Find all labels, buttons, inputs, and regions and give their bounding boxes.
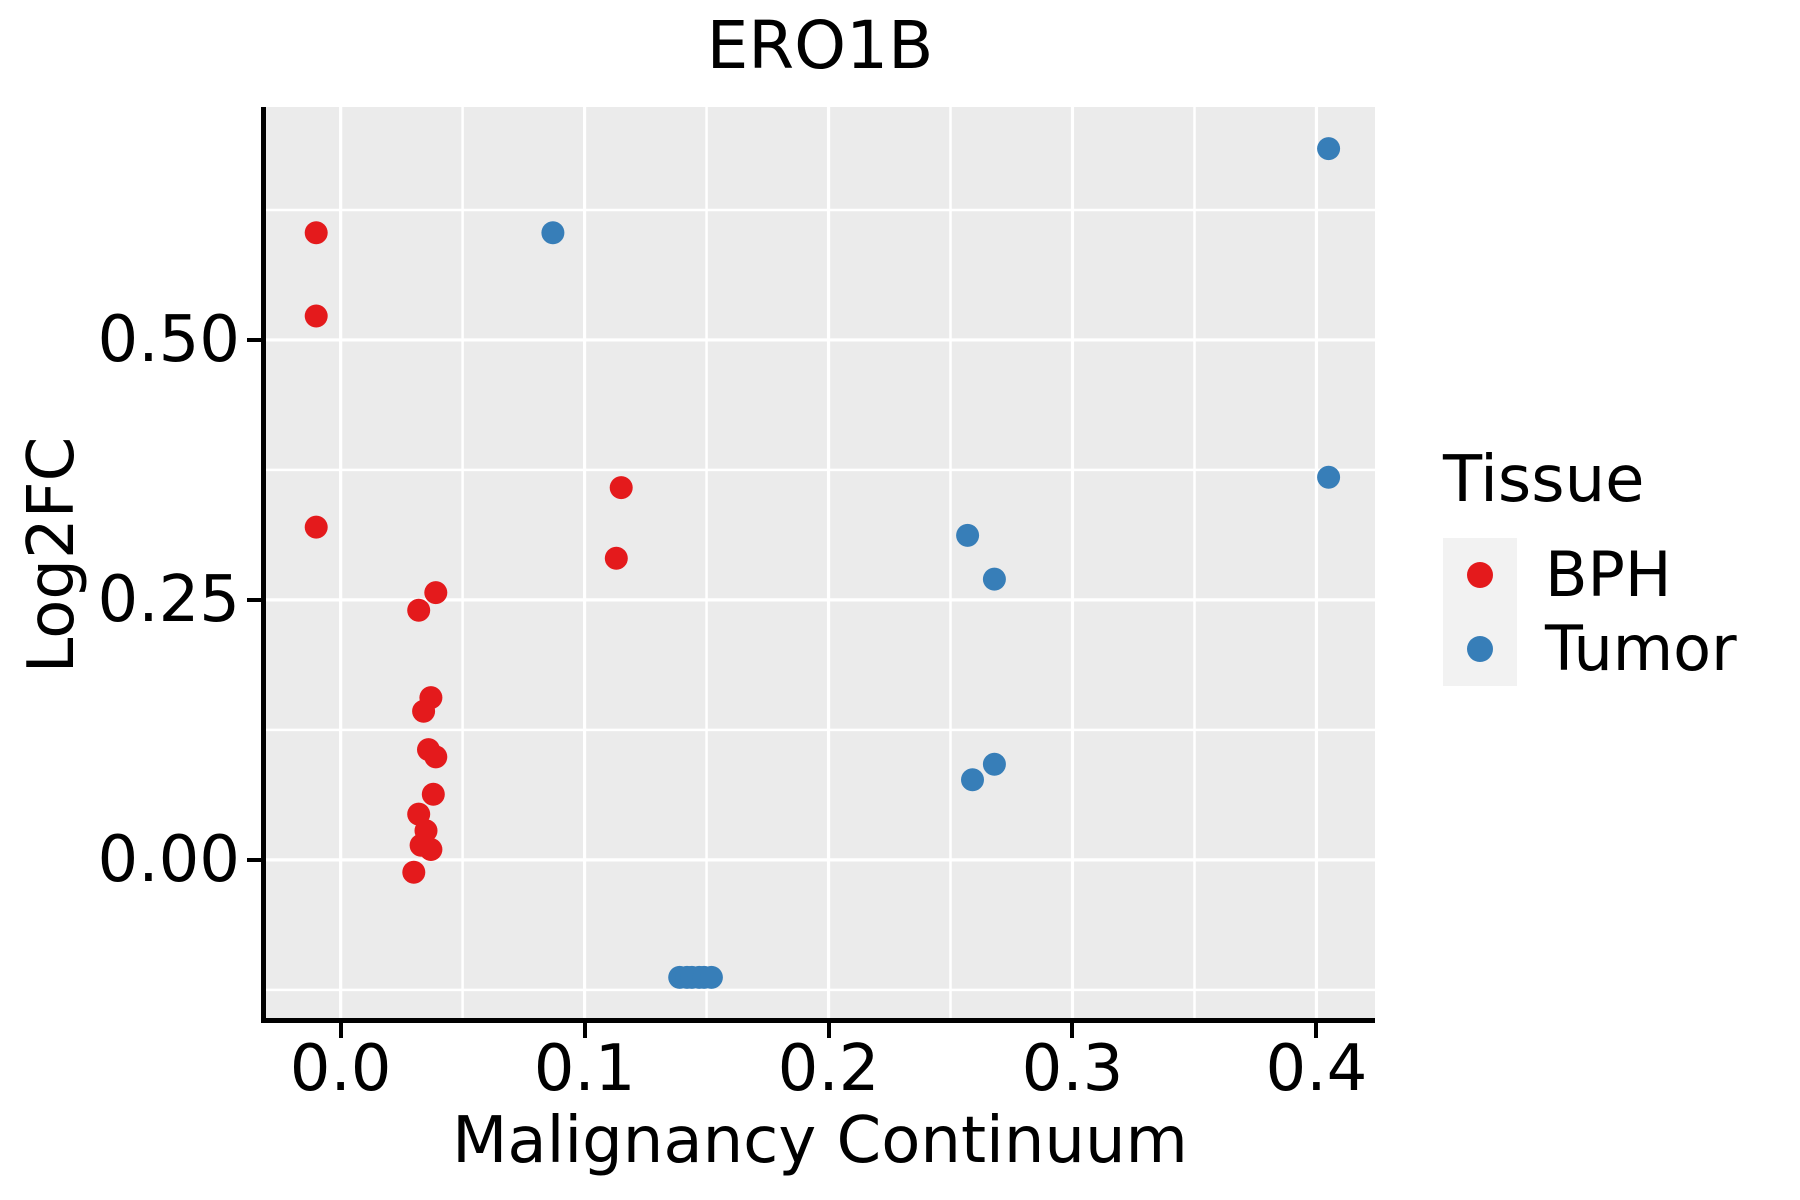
data-point-tumor: [956, 523, 980, 547]
data-point-tumor: [699, 965, 723, 989]
data-point-tumor: [1317, 137, 1341, 161]
legend-title: Tissue: [1443, 443, 1645, 517]
legend: Tissue BPH Tumor: [1443, 448, 1773, 686]
data-point-bph: [421, 782, 445, 806]
legend-dot-icon: [1467, 636, 1493, 662]
legend-entries: BPH Tumor: [1443, 538, 1773, 686]
y-tick-label: 0.00: [97, 822, 241, 897]
x-tick-label: 0.1: [533, 1032, 636, 1106]
y-tick: [247, 597, 262, 602]
panel-background: [265, 107, 1375, 1020]
data-point-tumor: [961, 768, 984, 792]
plot-title: ERO1B: [706, 7, 934, 84]
data-point-tumor: [982, 752, 1006, 776]
legend-entry-tumor: Tumor: [1443, 612, 1773, 686]
y-tick-label: 0.25: [97, 562, 241, 637]
data-point-bph: [304, 221, 328, 245]
x-axis-line: [261, 1018, 1375, 1023]
data-point-bph: [412, 699, 436, 723]
data-point-bph: [604, 546, 628, 570]
x-tick: [1070, 1023, 1075, 1038]
scatter-plot-canvas: [265, 107, 1375, 1020]
y-tick: [247, 337, 262, 342]
legend-entry-bph: BPH: [1443, 538, 1773, 612]
data-point-bph: [304, 515, 328, 539]
y-tick-label: 0.50: [97, 302, 241, 377]
legend-label: BPH: [1545, 538, 1672, 611]
legend-dot-icon: [1467, 562, 1493, 588]
x-tick-label: 0.3: [1021, 1032, 1124, 1106]
legend-key: [1443, 612, 1517, 686]
data-point-bph: [407, 598, 431, 622]
y-tick: [247, 857, 262, 862]
data-point-bph: [402, 860, 426, 884]
legend-key: [1443, 538, 1517, 612]
x-tick: [582, 1023, 587, 1038]
legend-label: Tumor: [1545, 612, 1737, 685]
plot-panel: [265, 107, 1375, 1020]
y-axis-title: Log2FC: [15, 436, 89, 674]
data-point-bph: [304, 304, 328, 328]
y-axis-line: [261, 107, 266, 1023]
data-point-tumor: [1317, 465, 1341, 489]
data-point-bph: [419, 838, 443, 861]
data-point-bph: [424, 745, 448, 769]
x-tick: [826, 1023, 831, 1038]
x-tick-label: 0.4: [1265, 1032, 1368, 1106]
data-point-tumor: [982, 567, 1006, 591]
data-point-bph: [609, 476, 633, 500]
data-point-tumor: [541, 221, 565, 245]
x-tick-label: 0.0: [289, 1032, 392, 1106]
x-tick: [1314, 1023, 1319, 1038]
x-tick: [338, 1023, 343, 1038]
x-tick-label: 0.2: [777, 1032, 880, 1106]
x-axis-title: Malignancy Continuum: [452, 1104, 1188, 1178]
data-point-bph: [424, 581, 448, 605]
